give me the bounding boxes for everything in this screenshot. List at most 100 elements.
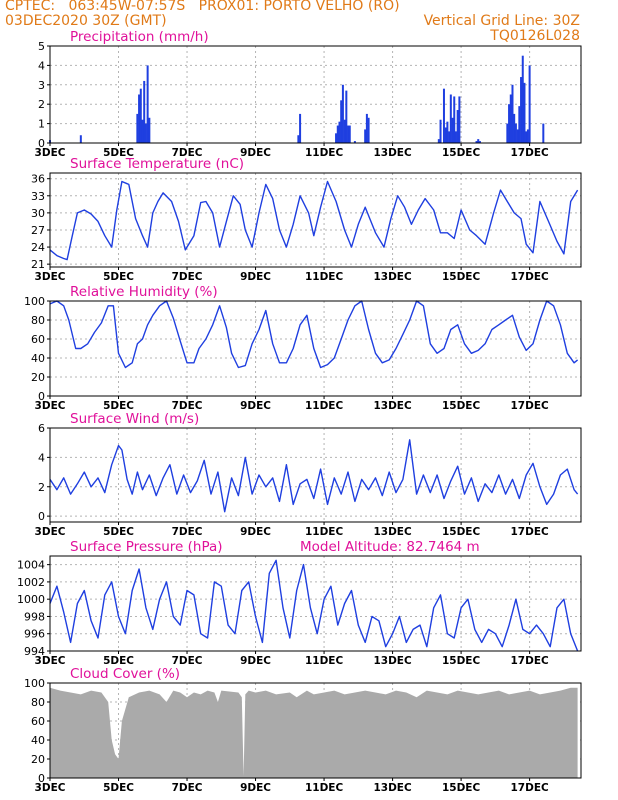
precip-bar	[136, 113, 139, 143]
pressure-xtick-label: 9DEC	[240, 655, 271, 667]
wind-xtick-label: 3DEC	[35, 526, 66, 538]
precip-bar	[477, 139, 480, 143]
precip-bar	[141, 119, 144, 143]
temperature-xtick-label: 5DEC	[103, 271, 134, 283]
pressure-xtick-label: 3DEC	[35, 655, 66, 667]
precip-bar	[299, 113, 302, 143]
precip-ytick-label: 5	[38, 40, 45, 53]
precip-bar	[449, 94, 452, 143]
wind-xtick-label: 11DEC	[305, 526, 344, 538]
precip-bar	[367, 117, 370, 143]
precip-xtick-label: 15DEC	[442, 147, 481, 159]
humidity-xtick-label: 9DEC	[240, 400, 271, 412]
temperature-line	[49, 180, 579, 261]
humidity-ytick-label: 80	[31, 314, 45, 327]
precip-bar	[338, 121, 341, 143]
temperature-panel	[47, 172, 582, 270]
humidity-title: Relative Humidity (%)	[70, 284, 218, 300]
pressure-line	[49, 559, 579, 652]
precip-bar	[345, 90, 348, 143]
pressure-frame	[49, 555, 582, 652]
pressure-panel	[47, 555, 582, 654]
humidity-line	[49, 300, 579, 369]
header-model-id: TQ0126L028	[490, 28, 580, 44]
cloud-xtick-label: 9DEC	[240, 782, 271, 794]
precip-bar	[478, 141, 481, 143]
wind-ytick-label: 6	[38, 422, 45, 435]
cloud-ytick-label: 0	[38, 772, 45, 785]
wind-xtick-label: 9DEC	[240, 526, 271, 538]
pressure-ytick-label: 1002	[17, 576, 45, 589]
wind-ytick-label: 0	[38, 510, 45, 523]
precip-xtick-label: 13DEC	[373, 147, 412, 159]
precip-bar	[139, 88, 142, 143]
precip-bar	[508, 104, 511, 143]
wind-title: Surface Wind (m/s)	[70, 411, 199, 427]
precip-bar	[297, 135, 300, 143]
cloud-xtick-label: 13DEC	[373, 782, 412, 794]
pressure-annotation: Model Altitude: 82.7464 m	[300, 539, 480, 555]
precip-bar	[521, 55, 524, 144]
pressure-xtick-label: 7DEC	[172, 655, 203, 667]
precip-bar	[364, 129, 367, 143]
precip-bar	[365, 113, 368, 143]
cloud-panel	[47, 682, 582, 781]
temperature-ytick-label: 36	[31, 173, 45, 186]
precip-bar	[542, 123, 545, 143]
wind-xtick-label: 7DEC	[172, 526, 203, 538]
precip-bar	[525, 131, 528, 143]
precip-bar	[146, 65, 149, 143]
cloud-xtick-label: 15DEC	[442, 782, 481, 794]
cloud-xtick-label: 5DEC	[103, 782, 134, 794]
precip-bar	[514, 123, 517, 143]
precip-bar	[148, 117, 151, 143]
precip-ytick-label: 2	[38, 98, 45, 111]
precip-bar	[518, 106, 521, 143]
precip-bar	[523, 82, 526, 143]
wind-line	[49, 439, 579, 513]
header-location: CPTEC: 063:45W-07:57S PROX01: PORTO VELH…	[5, 0, 400, 14]
precip-bar	[451, 117, 454, 143]
humidity-xtick-label: 11DEC	[305, 400, 344, 412]
temperature-xtick-label: 13DEC	[373, 271, 412, 283]
precip-ytick-label: 0	[38, 137, 45, 150]
precip-bar	[516, 129, 519, 143]
temperature-xtick-label: 3DEC	[35, 271, 66, 283]
cloud-frame	[49, 682, 582, 779]
pressure-ytick-label: 1000	[17, 593, 45, 606]
temperature-ytick-label: 21	[31, 258, 45, 271]
temperature-xtick-label: 9DEC	[240, 271, 271, 283]
precip-bar	[513, 113, 516, 143]
cloud-xtick-label: 11DEC	[305, 782, 344, 794]
cloud-ytick-label: 40	[31, 734, 45, 747]
pressure-xtick-label: 17DEC	[511, 655, 550, 667]
precip-bar	[143, 80, 146, 143]
cloud-area	[50, 687, 578, 778]
precip-bar	[475, 141, 478, 143]
precip-bar	[335, 133, 338, 143]
precip-panel	[47, 45, 582, 146]
temperature-xtick-label: 7DEC	[172, 271, 203, 283]
cloud-ytick-label: 80	[31, 696, 45, 709]
temperature-ytick-label: 30	[31, 207, 45, 220]
humidity-xtick-label: 5DEC	[103, 400, 134, 412]
precip-bar	[444, 127, 447, 143]
cloud-ytick-label: 100	[24, 677, 45, 690]
precip-bar	[347, 125, 350, 143]
precip-bar	[448, 131, 451, 143]
precip-bar	[456, 110, 459, 143]
humidity-panel	[47, 300, 582, 399]
precip-bar	[439, 119, 442, 143]
wind-ytick-label: 4	[38, 451, 45, 464]
precip-bar	[144, 123, 147, 143]
precip-bar	[446, 121, 449, 143]
precip-bar	[442, 88, 445, 143]
precip-ytick-label: 4	[38, 59, 45, 72]
wind-xtick-label: 15DEC	[442, 526, 481, 538]
precip-title: Precipitation (mm/h)	[70, 29, 209, 45]
precip-bar	[454, 131, 457, 143]
precip-bar	[79, 135, 82, 143]
temperature-ytick-label: 27	[31, 224, 45, 237]
temperature-title: Surface Temperature (nC)	[70, 156, 244, 172]
cloud-ytick-label: 20	[31, 753, 45, 766]
